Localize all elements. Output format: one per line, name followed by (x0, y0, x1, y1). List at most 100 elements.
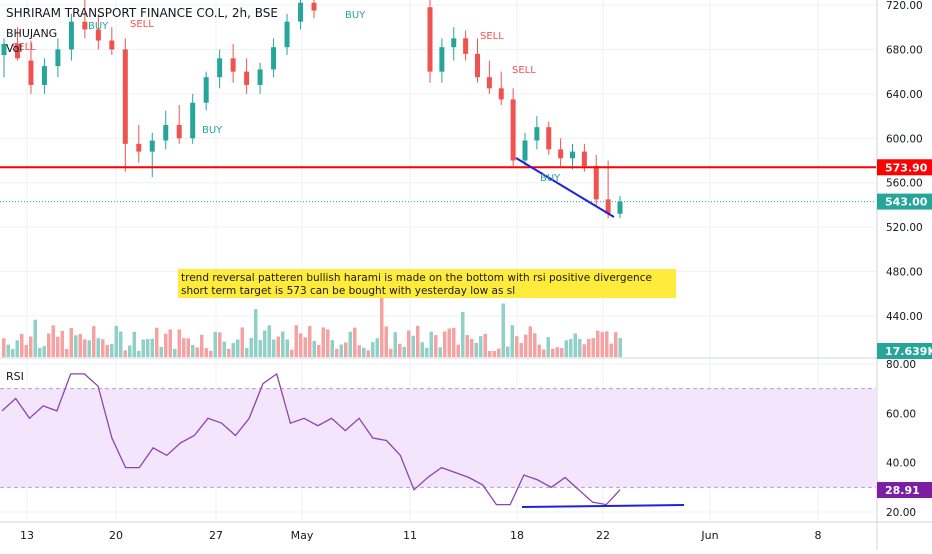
volume-bar (308, 326, 312, 357)
candle-body (311, 2, 317, 11)
volume-bar (488, 350, 492, 357)
volume-bar (312, 340, 316, 357)
volume-bar (56, 336, 60, 357)
volume-bar (47, 333, 51, 357)
candle-body (534, 127, 540, 141)
volume-bar (524, 334, 528, 357)
candle-body (122, 49, 128, 144)
rsi-title: RSI (6, 370, 24, 383)
volume-bar (258, 340, 262, 357)
volume-bar (227, 348, 231, 357)
volume-bar (425, 347, 429, 357)
volume-bar (119, 331, 123, 357)
volume-bar (15, 340, 19, 357)
volume-bar (438, 347, 442, 357)
volume-bar (321, 327, 325, 357)
volume-bar (573, 333, 577, 357)
volume-bar (114, 325, 118, 357)
volume-bar (569, 339, 573, 357)
candle-body (203, 77, 209, 103)
volume-bar (447, 328, 451, 357)
volume-bar (330, 340, 334, 357)
volume-bar (434, 335, 438, 357)
time-tick-label: Jun (700, 529, 718, 542)
volume-bar (357, 345, 361, 357)
candle-body (14, 43, 20, 59)
signal-label-sell: SELL (12, 42, 36, 53)
volume-bar (240, 327, 244, 357)
volume-bar (159, 346, 163, 357)
candle-body (284, 21, 290, 48)
rsi-band-fill (0, 388, 876, 488)
price-tick-label: 600.00 (886, 133, 923, 145)
signal-label-buy: BUY (345, 10, 366, 21)
candle-body (463, 38, 469, 54)
volume-bar (20, 333, 24, 357)
volume-bar (371, 342, 375, 357)
volume-bar (506, 346, 510, 357)
study-volume-label[interactable]: Vol (6, 42, 22, 55)
volume-bar (578, 338, 582, 357)
candle-body (593, 166, 599, 200)
price-tick-label: 560.00 (886, 178, 923, 190)
annotation-line-1: trend reversal patteren bullish harami i… (181, 272, 652, 284)
annotation-box[interactable] (178, 269, 676, 298)
time-tick-label: 13 (20, 529, 34, 542)
volume-bar (497, 348, 501, 357)
price-trendline (515, 157, 615, 218)
volume-bar (407, 330, 411, 357)
volume-bar (267, 325, 271, 357)
candle-body (95, 29, 101, 41)
volume-bar (362, 347, 366, 357)
candle-body (41, 66, 47, 85)
volume-bar (29, 336, 33, 357)
volume-bar (51, 325, 55, 357)
volume-bar (479, 336, 483, 357)
volume-bar (461, 311, 465, 357)
price-tick-label: 720.00 (886, 0, 923, 12)
candle-body (136, 143, 142, 152)
volume-bar (101, 339, 105, 357)
candle-body (510, 99, 516, 161)
volume-bar (110, 343, 114, 357)
volume-bar (155, 327, 159, 357)
volume-bar (380, 297, 384, 357)
study-bhujang-label[interactable]: BHUJANG (6, 27, 57, 40)
volume-bar (443, 331, 447, 357)
volume-bar (528, 326, 532, 357)
volume-bar (222, 341, 226, 357)
volume-bar (218, 332, 222, 357)
volume-bar (200, 334, 204, 357)
volume-bar (420, 342, 424, 357)
candle-body (546, 127, 552, 150)
volume-bar (402, 346, 406, 357)
volume-bar (182, 338, 186, 357)
candle-body (109, 40, 115, 50)
volume-bar (483, 333, 487, 357)
volume-bar (465, 335, 469, 357)
volume-bar (596, 330, 600, 357)
volume-bar (245, 347, 249, 357)
signal-label-buy: BUY (202, 125, 223, 136)
candle-body (298, 2, 304, 22)
volume-badge-text: 17.639K (885, 345, 932, 358)
volume-bar (177, 329, 181, 357)
symbol-title: SHRIRAM TRANSPORT FINANCE CO.L, 2h, BSE (6, 6, 278, 20)
volume-bar (254, 309, 258, 357)
volume-bar (24, 344, 28, 357)
volume-bar (231, 343, 235, 357)
candle-body (427, 7, 433, 72)
price-tick-label: 640.00 (886, 89, 923, 101)
volume-bar (470, 338, 474, 357)
price-tick-label: 480.00 (886, 267, 923, 279)
volume-bar (492, 350, 496, 357)
candle-body (451, 38, 457, 48)
volume-bar (303, 337, 307, 357)
volume-bar (344, 342, 348, 357)
volume-bar (600, 332, 604, 357)
volume-bar (389, 348, 393, 357)
volume-bar (551, 348, 555, 357)
candle-body (605, 199, 611, 214)
volume-bar (398, 343, 402, 357)
